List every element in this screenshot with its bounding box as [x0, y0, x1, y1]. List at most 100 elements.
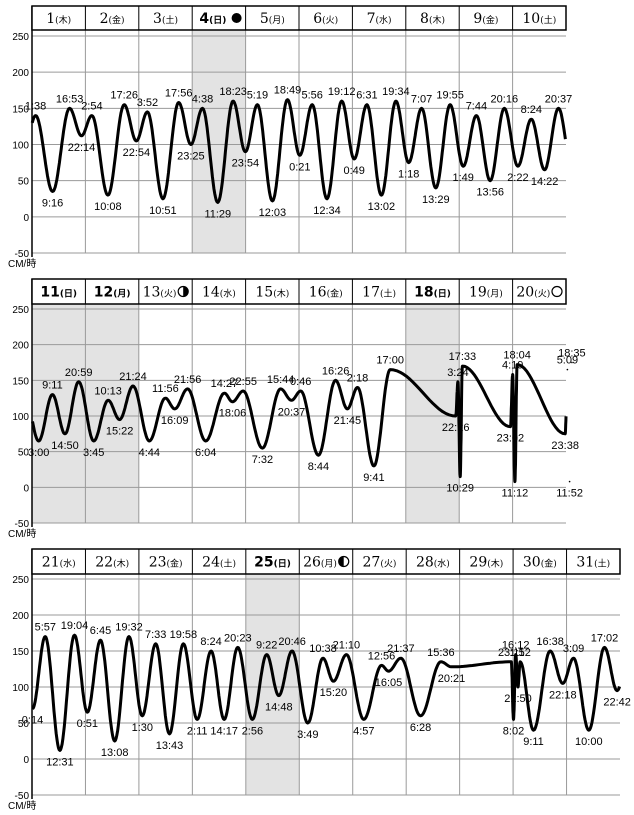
day-number: 14: [202, 285, 220, 301]
day-number: 8: [420, 11, 429, 27]
moon-last-icon: [338, 555, 350, 568]
high-tide-point: [279, 388, 282, 390]
day-label: 10(土): [522, 11, 556, 27]
low-tide-point: [517, 165, 519, 167]
high-tide-time: 16:38: [536, 636, 564, 648]
low-tide-time: 9:11: [523, 736, 544, 748]
low-tide-point: [517, 686, 519, 688]
low-tide-time: 23:02: [497, 433, 525, 445]
low-tide-point: [190, 143, 192, 146]
high-tide-point: [34, 114, 37, 117]
low-tide-time: 13:43: [156, 740, 184, 752]
day-label: 8(木): [420, 11, 445, 27]
tide-curve: [31, 363, 568, 484]
high-tide-time: 19:34: [382, 86, 410, 98]
low-tide-point: [113, 740, 116, 742]
low-tide-time: 23:25: [177, 151, 205, 163]
day-number: 29: [469, 555, 487, 571]
low-tide-point: [107, 194, 109, 196]
high-tide-time: 20:59: [65, 367, 93, 379]
low-tide-time: 14:17: [210, 725, 238, 737]
high-tide-time: 7:44: [466, 101, 487, 113]
day-weekday: (金): [109, 14, 125, 26]
day-label: 6(火): [313, 11, 338, 27]
high-tide-point: [510, 661, 513, 663]
moon-first-icon: [177, 285, 189, 298]
day-number: 24: [202, 555, 220, 571]
low-tide-point: [80, 135, 83, 137]
day-weekday: (水): [220, 288, 236, 300]
high-tide-point: [311, 103, 314, 106]
day-label: 21(水): [42, 555, 76, 571]
day-label: 14(水): [202, 285, 236, 301]
high-tide-time: 6:45: [90, 625, 111, 637]
high-tide-time: 5:57: [35, 622, 56, 634]
day-label: 15(木): [255, 285, 289, 301]
low-tide-time: 22:18: [549, 689, 577, 701]
y-tick-label: -50: [15, 791, 30, 802]
low-tide-time: 10:29: [446, 483, 474, 495]
day-label: 27(火): [363, 555, 397, 571]
low-tide-time: 6:28: [410, 722, 431, 734]
high-tide-time: 2:54: [81, 101, 102, 113]
low-tide-point: [373, 465, 375, 467]
high-tide-time: 8:24: [521, 104, 542, 116]
high-tide-time: 17:26: [110, 90, 138, 102]
low-tide-time: 20:37: [278, 406, 306, 418]
high-tide-time: 19:58: [170, 629, 198, 641]
high-tide-time: 20:23: [224, 632, 252, 644]
low-tide-point: [543, 169, 546, 171]
low-tide-point: [568, 480, 571, 483]
low-tide-time: 10:08: [94, 201, 122, 213]
low-tide-time: 15:20: [320, 687, 348, 699]
low-tide-time: 0:21: [289, 161, 310, 173]
low-tide-time: 6:04: [195, 447, 216, 459]
high-tide-time: 10:13: [94, 385, 122, 397]
low-tide-time: 3:00: [28, 447, 49, 459]
moon-full-icon: [551, 285, 563, 298]
high-tide-time: 4:19: [502, 360, 523, 372]
low-tide-point: [317, 454, 320, 457]
day-label: 17(土): [362, 285, 396, 301]
high-tide-time: 19:55: [436, 90, 464, 102]
day-number: 5: [260, 11, 269, 27]
high-tide-point: [286, 98, 289, 101]
low-tide-time: 4:57: [353, 725, 374, 737]
low-tide-point: [326, 198, 328, 200]
low-tide-point: [223, 718, 225, 721]
day-weekday: (火): [534, 289, 550, 300]
high-tide-point: [530, 118, 533, 120]
low-tide-time: 2:11: [187, 725, 208, 737]
high-tide-point: [572, 657, 575, 659]
low-tide-time: 22:14: [68, 142, 96, 154]
day-weekday: (水): [60, 558, 76, 570]
high-tide-time: 21:56: [174, 374, 202, 386]
low-tide-point: [51, 190, 54, 193]
day-number: 7: [367, 11, 376, 27]
high-tide-point: [201, 107, 204, 110]
low-tide-point: [299, 154, 301, 157]
low-tide-time: 21:45: [334, 415, 362, 427]
low-tide-time: 8:02: [503, 725, 524, 737]
low-tide-time: 14:48: [265, 702, 293, 714]
high-tide-point: [186, 388, 189, 390]
day-label: 3(土): [153, 11, 178, 27]
day-shade: [192, 30, 246, 253]
day-label: 29(木): [469, 555, 503, 571]
low-tide-point: [454, 415, 457, 417]
y-tick-label: 250: [12, 32, 29, 43]
y-tick-label: 250: [12, 575, 29, 586]
y-tick-label: 50: [18, 177, 30, 188]
day-number: 27: [363, 555, 381, 571]
high-tide-time: 3:09: [563, 643, 584, 655]
low-tide-time: 13:02: [368, 201, 396, 213]
day-number: 21: [42, 555, 60, 571]
day-weekday: (土): [594, 558, 610, 570]
low-tide-time: 23:38: [551, 440, 579, 452]
day-weekday: (金): [541, 558, 557, 570]
day-number: 17: [362, 285, 380, 301]
y-tick-label: 0: [23, 213, 29, 224]
day-label: 30(金): [523, 555, 557, 571]
high-tide-point: [566, 368, 569, 371]
day-label: 16(金): [309, 285, 343, 301]
